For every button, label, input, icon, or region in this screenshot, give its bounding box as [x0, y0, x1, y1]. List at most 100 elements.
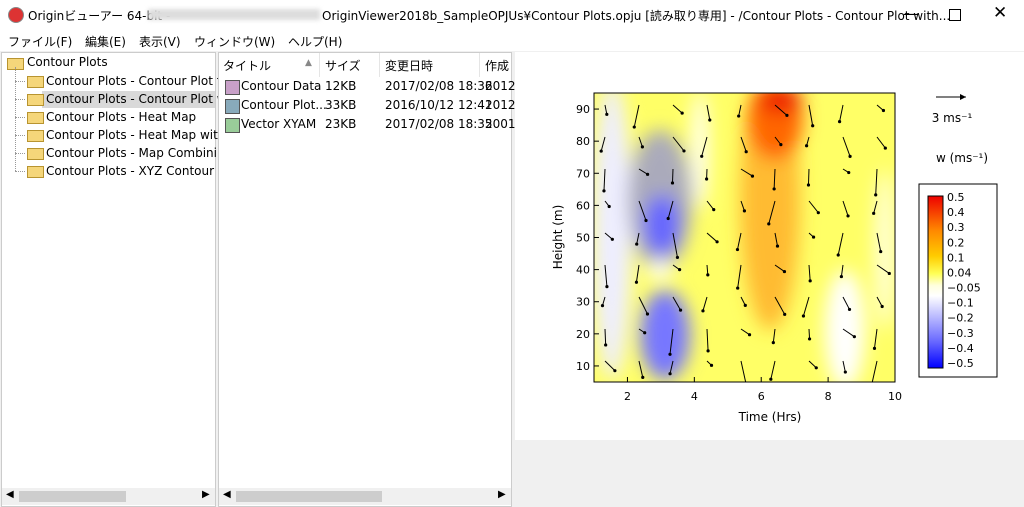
arrow	[669, 328, 674, 355]
arrow	[702, 296, 708, 311]
tree-item[interactable]: Contour Plots - Heat Map	[46, 110, 197, 124]
arrow	[774, 136, 782, 145]
arrow	[876, 296, 883, 307]
arrow	[604, 264, 608, 287]
arrow-head	[816, 211, 820, 215]
arrow	[604, 328, 607, 345]
column-header[interactable]: タイトル	[223, 59, 272, 73]
list-cell: 2017/02/08 18:35	[385, 117, 493, 131]
arrow	[808, 328, 811, 339]
arrow-head	[814, 366, 818, 370]
arrow-head	[644, 218, 648, 223]
scale-arrow-head	[960, 94, 966, 100]
y-tick-label: 30	[576, 296, 590, 309]
arrow-head	[712, 208, 716, 212]
scroll-thumb	[236, 491, 382, 502]
arrow	[873, 200, 878, 214]
arrow-head	[779, 143, 783, 147]
tree-item[interactable]: Contour Plots - Heat Map with L	[46, 128, 236, 142]
file-icon	[225, 99, 240, 114]
minimize-button[interactable]: —	[903, 4, 919, 23]
x-tick-label: 6	[758, 390, 765, 403]
file-icon	[225, 80, 240, 95]
arrow	[837, 232, 844, 256]
menu-item[interactable]: 表示(V)	[139, 35, 181, 49]
list-cell[interactable]: Contour Plot...	[241, 98, 327, 112]
arrow-head	[668, 372, 672, 376]
tree-item[interactable]: Contour Plots - Contour Plot wit	[46, 92, 235, 106]
scroll-left[interactable]: ◀	[223, 489, 231, 500]
scroll-right[interactable]: ▶	[498, 489, 506, 500]
colorbar-label: −0.1	[947, 297, 974, 310]
x-axis-label: Time (Hrs)	[738, 410, 802, 424]
colorbar-label: 0.3	[947, 221, 965, 234]
list-cell: 2016/10/12 12:41	[385, 98, 493, 112]
arrow	[802, 296, 810, 317]
arrow-head	[604, 343, 608, 347]
menu-item[interactable]: ファイル(F)	[8, 35, 73, 49]
arrow-head	[785, 113, 789, 117]
arrow-head	[801, 314, 806, 318]
arrow-head	[881, 108, 886, 113]
scroll-right[interactable]: ▶	[202, 489, 210, 500]
list-cell[interactable]: Vector XYAM	[241, 117, 317, 131]
arrow	[740, 168, 753, 177]
column-header[interactable]: 変更日時	[385, 59, 434, 73]
folder-icon	[27, 148, 44, 160]
arrow-head	[704, 177, 709, 181]
colorbar-title: w (ms⁻¹)	[936, 151, 988, 165]
arrow-head	[775, 244, 780, 248]
colorbar-label: 0.1	[947, 251, 965, 264]
arrow-head	[783, 312, 787, 316]
tree-root[interactable]: Contour Plots	[27, 55, 108, 69]
column-header[interactable]: サイズ	[325, 59, 361, 73]
arrow	[768, 200, 776, 224]
scroll-left[interactable]: ◀	[6, 489, 14, 500]
menu-item[interactable]: 編集(E)	[85, 35, 126, 49]
x-tick-label: 4	[691, 390, 698, 403]
column-divider	[319, 53, 320, 77]
maximize-button[interactable]	[949, 9, 961, 21]
arrow-head	[735, 247, 740, 252]
arrow-head	[680, 111, 684, 115]
arrow	[600, 136, 606, 152]
tree-item[interactable]: Contour Plots - XYZ Contour	[46, 164, 215, 178]
list-cell: 2001	[485, 117, 516, 131]
close-button[interactable]: ✕	[993, 3, 1008, 23]
arrow	[740, 360, 747, 382]
menu-item[interactable]: ヘルプ(H)	[288, 35, 343, 49]
arrow	[672, 104, 683, 114]
list-cell: 2017/02/08 18:36	[385, 79, 493, 93]
arrow	[842, 136, 851, 157]
y-tick-label: 10	[576, 360, 590, 373]
arrow	[604, 232, 613, 240]
menu-bar: ファイル(F) 編集(E) 表示(V) ウィンドウ(W) ヘルプ(H)	[0, 30, 1024, 50]
arrow-head	[771, 340, 775, 345]
arrow	[667, 200, 674, 219]
arrow-head	[808, 279, 812, 283]
vector-arrows	[599, 104, 891, 382]
column-header[interactable]: 作成	[485, 59, 510, 73]
colorbar-label: −0.5	[947, 357, 974, 370]
list-cell[interactable]: Contour Data	[241, 79, 322, 93]
arrow-head	[645, 312, 650, 316]
arrow-head	[602, 189, 606, 193]
arrow	[876, 136, 886, 149]
arrow	[770, 360, 776, 380]
tree-item[interactable]: Contour Plots - Contour Plot fro	[46, 74, 233, 88]
arrow-head	[708, 118, 712, 122]
arrow	[706, 328, 709, 351]
y-tick-label: 70	[576, 167, 590, 180]
arrow-head	[744, 150, 748, 154]
selection-highlight	[42, 91, 215, 108]
arrow-head	[811, 124, 815, 128]
menu-item[interactable]: ウィンドウ(W)	[194, 35, 276, 49]
arrow	[635, 264, 640, 283]
arrow-head	[736, 286, 740, 290]
title-bar: Originビューアー 64-bit - OriginViewer2018b_S…	[0, 0, 1024, 30]
tree-item[interactable]: Contour Plots - Map Combining	[46, 146, 233, 160]
arrow-head	[599, 149, 603, 153]
arrow-head	[706, 349, 710, 353]
